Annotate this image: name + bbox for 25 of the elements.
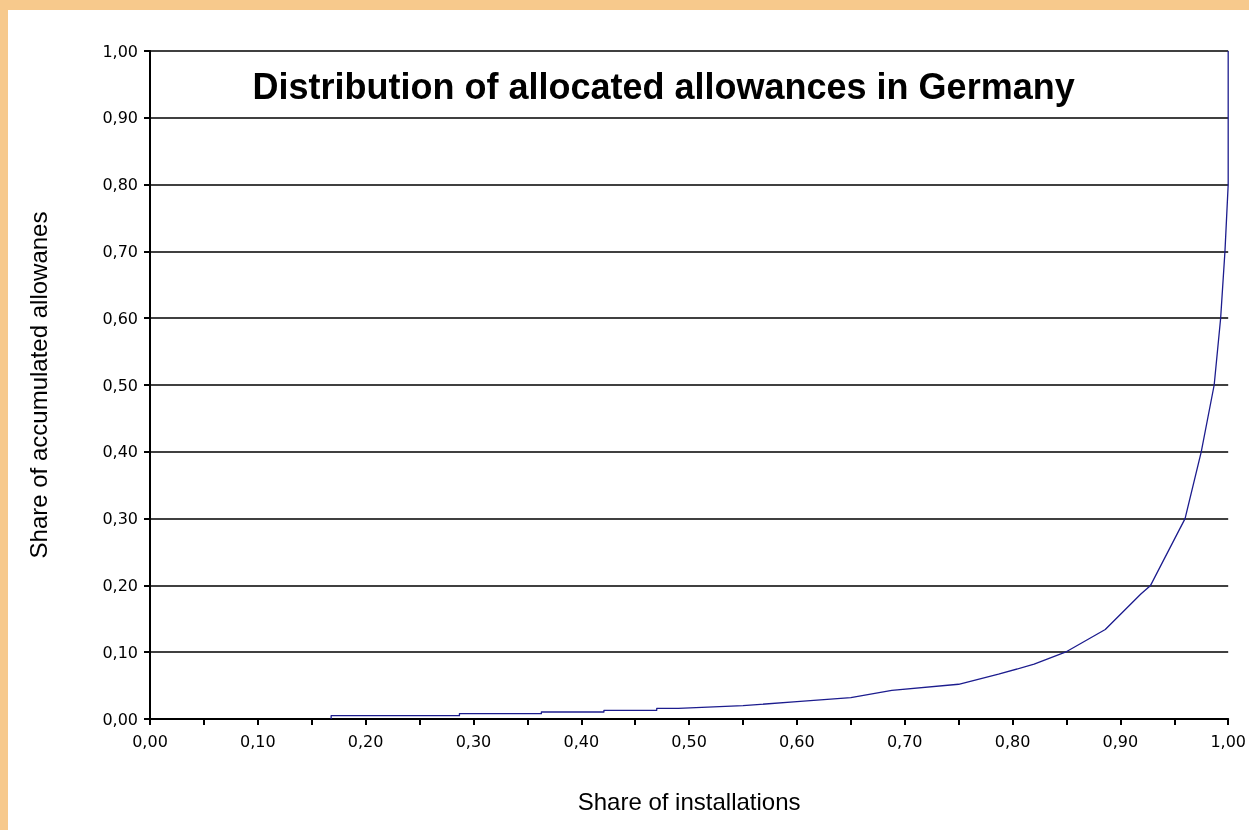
x-tick-label: 0,70	[886, 731, 923, 751]
y-tick-label: 0,40	[102, 442, 138, 462]
y-tick-label: 0,80	[102, 175, 138, 195]
y-tick-label: 0,60	[102, 308, 138, 328]
x-tick-label: 0,90	[1102, 731, 1139, 751]
x-tick-label: 0,10	[240, 731, 276, 751]
x-tick-label: 0,40	[563, 731, 600, 751]
y-tick-label: 0,30	[102, 509, 138, 529]
x-tick-label: 0,30	[455, 731, 492, 751]
x-tick-label: 0,60	[779, 731, 815, 751]
x-axis-title: Share of installations	[577, 787, 801, 815]
y-tick-label: 0,10	[102, 642, 138, 662]
y-axis-title: Share of accumulated allowanes	[24, 211, 52, 559]
x-tick-label: 1,00	[1210, 731, 1246, 751]
x-tick-label: 0,80	[994, 731, 1031, 751]
y-tick-label: 0,00	[102, 709, 138, 729]
y-tick-label: 0,70	[102, 241, 138, 261]
x-tick-label: 0,20	[347, 731, 384, 751]
chart-title: Distribution of allocated allowances in Germany	[252, 65, 1075, 107]
y-tick-label: 0,90	[102, 108, 138, 128]
x-tick-label: 0,50	[671, 731, 707, 751]
x-tick-label: 0,00	[132, 731, 168, 751]
y-tick-label: 1,00	[102, 41, 138, 61]
y-tick-label: 0,50	[102, 375, 138, 395]
y-tick-label: 0,20	[102, 575, 138, 595]
